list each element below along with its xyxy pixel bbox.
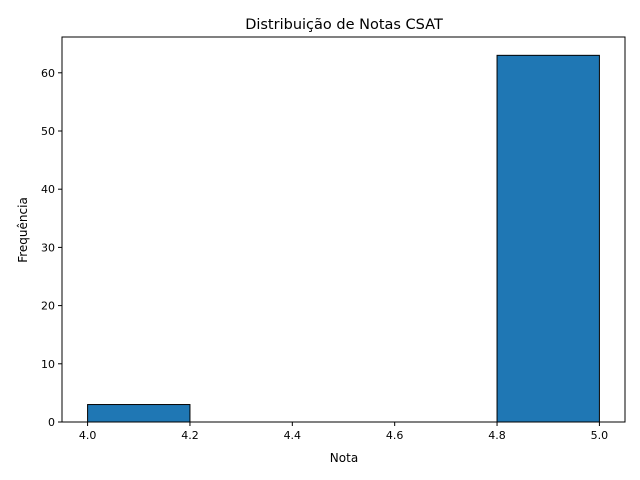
x-tick-label-5: 5.0 bbox=[591, 429, 609, 442]
y-tick-label-5: 50 bbox=[41, 125, 55, 138]
x-tick-label-2: 4.4 bbox=[284, 429, 302, 442]
y-tick-label-2: 20 bbox=[41, 300, 55, 313]
histogram-bar-0 bbox=[87, 404, 191, 423]
x-tick-label-3: 4.6 bbox=[386, 429, 404, 442]
bars-group bbox=[87, 54, 600, 423]
y-ticks-group: 0 10 20 30 40 50 60 bbox=[41, 67, 62, 429]
x-tick-label-1: 4.2 bbox=[181, 429, 199, 442]
y-tick-label-0: 0 bbox=[48, 416, 55, 429]
x-tick-label-0: 4.0 bbox=[79, 429, 97, 442]
chart-title: Distribuição de Notas CSAT bbox=[245, 17, 443, 33]
plot-frame bbox=[61, 36, 626, 423]
y-tick-label-4: 40 bbox=[41, 183, 55, 196]
y-tick-label-1: 10 bbox=[41, 358, 55, 371]
x-ticks-group: 4.0 4.2 4.4 4.6 4.8 5.0 bbox=[79, 422, 608, 442]
y-axis-label: Frequência bbox=[16, 197, 30, 263]
y-tick-label-6: 60 bbox=[41, 67, 55, 80]
y-tick-label-3: 30 bbox=[41, 241, 55, 254]
x-tick-label-4: 4.8 bbox=[488, 429, 506, 442]
x-axis-label: Nota bbox=[330, 451, 358, 465]
histogram-bar-4 bbox=[496, 54, 600, 423]
